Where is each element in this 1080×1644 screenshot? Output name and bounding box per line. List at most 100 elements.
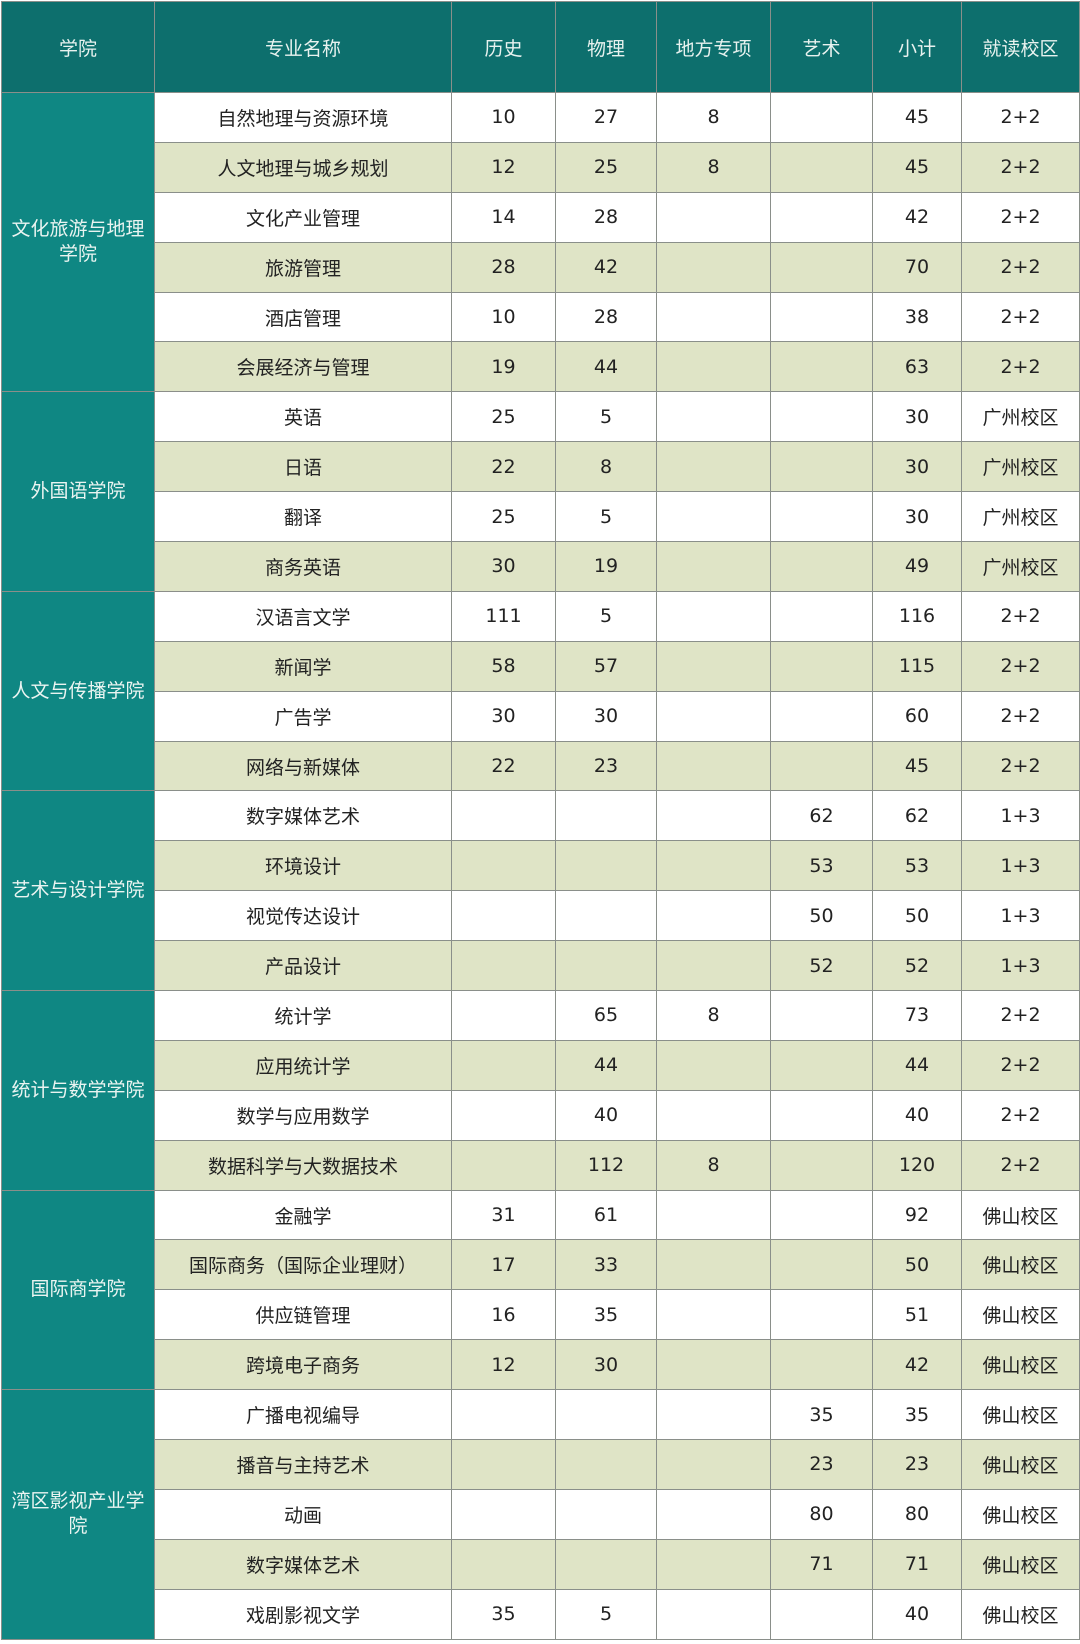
cell-major-name: 数字媒体艺术 <box>154 790 452 842</box>
cell-physics: 33 <box>555 1239 657 1291</box>
cell-major-name: 金融学 <box>154 1189 452 1241</box>
cell-art: 52 <box>770 940 873 992</box>
table-row: 文化旅游与地理学院 自然地理与资源环境 10 27 8 45 2+2 <box>1 91 1080 393</box>
cell-history: 28 <box>451 241 556 293</box>
cell-history <box>451 890 556 942</box>
table-row: 翻译 25 5 30 广州校区 <box>2 491 1080 543</box>
header-major: 专业名称 <box>154 1 452 93</box>
cell-subtotal: 60 <box>872 690 962 742</box>
cell-local-special <box>656 1289 771 1341</box>
cell-major-name: 会展经济与管理 <box>154 341 452 393</box>
table-row: 网络与新媒体 22 23 45 2+2 <box>2 740 1080 792</box>
cell-major-name: 供应链管理 <box>154 1289 452 1341</box>
cell-campus: 佛山校区 <box>961 1538 1080 1590</box>
cell-subtotal: 45 <box>872 740 962 792</box>
cell-subtotal: 23 <box>872 1439 962 1490</box>
header-art: 艺术 <box>770 1 873 93</box>
cell-history: 58 <box>451 640 556 692</box>
cell-subtotal: 38 <box>872 291 962 343</box>
table-row: 人文地理与城乡规划 12 25 8 45 2+2 <box>2 141 1080 193</box>
cell-campus: 2+2 <box>961 990 1080 1041</box>
cell-physics: 44 <box>555 341 657 393</box>
table-row: 国际商学院 金融学 31 61 92 佛山校区 <box>1 1189 1080 1391</box>
header-history: 历史 <box>451 1 556 93</box>
table-row: 播音与主持艺术 23 23 佛山校区 <box>2 1439 1080 1490</box>
cell-physics: 8 <box>555 441 657 493</box>
cell-physics: 61 <box>555 1189 657 1241</box>
table-row: 会展经济与管理 19 44 63 2+2 <box>2 341 1080 393</box>
cell-physics: 23 <box>555 740 657 792</box>
cell-subtotal: 73 <box>872 990 962 1041</box>
cell-major-name: 跨境电子商务 <box>154 1339 452 1391</box>
cell-major-name: 产品设计 <box>154 940 452 992</box>
table-row: 数据科学与大数据技术 112 8 120 2+2 <box>2 1139 1080 1191</box>
cell-subtotal: 42 <box>872 191 962 243</box>
cell-major-name: 旅游管理 <box>154 241 452 293</box>
cell-physics: 35 <box>555 1289 657 1341</box>
table-row: 跨境电子商务 12 30 42 佛山校区 <box>2 1339 1080 1391</box>
cell-art <box>770 92 873 143</box>
table-row: 湾区影视产业学院 广播电视编导 35 35 佛山校区 <box>1 1389 1080 1640</box>
cell-art <box>770 740 873 792</box>
header-campus: 就读校区 <box>961 1 1080 93</box>
cell-physics: 5 <box>555 491 657 543</box>
cell-physics <box>555 890 657 942</box>
cell-art <box>770 690 873 742</box>
cell-campus: 2+2 <box>961 92 1080 143</box>
cell-physics: 28 <box>555 191 657 243</box>
college-name: 外国语学院 <box>1 391 155 592</box>
cell-local-special <box>656 1538 771 1590</box>
cell-physics <box>555 840 657 892</box>
cell-campus: 佛山校区 <box>961 1389 1080 1441</box>
college-name: 艺术与设计学院 <box>1 790 155 992</box>
cell-campus: 2+2 <box>961 640 1080 692</box>
cell-major-name: 广告学 <box>154 690 452 742</box>
cell-physics: 5 <box>555 590 657 642</box>
cell-local-special: 8 <box>656 990 771 1041</box>
table-row: 新闻学 58 57 115 2+2 <box>2 640 1080 692</box>
cell-subtotal: 71 <box>872 1538 962 1590</box>
cell-local-special <box>656 1239 771 1291</box>
header-row: 学院 专业名称 历史 物理 地方专项 艺术 小计 就读校区 <box>1 1 1080 93</box>
cell-art: 71 <box>770 1538 873 1590</box>
cell-history <box>451 840 556 892</box>
cell-history: 12 <box>451 1339 556 1391</box>
cell-history <box>451 1439 556 1490</box>
cell-physics: 27 <box>555 92 657 143</box>
cell-major-name: 应用统计学 <box>154 1039 452 1091</box>
cell-history: 22 <box>451 740 556 792</box>
cell-art <box>770 1289 873 1341</box>
cell-history <box>451 1039 556 1091</box>
cell-physics: 40 <box>555 1089 657 1141</box>
table-row: 戏剧影视文学 35 5 40 佛山校区 <box>2 1588 1080 1640</box>
cell-subtotal: 53 <box>872 840 962 892</box>
cell-local-special: 8 <box>656 92 771 143</box>
cell-major-name: 英语 <box>154 391 452 443</box>
cell-subtotal: 120 <box>872 1139 962 1191</box>
cell-physics <box>555 790 657 842</box>
cell-subtotal: 35 <box>872 1389 962 1441</box>
cell-art <box>770 241 873 293</box>
cell-local-special <box>656 441 771 493</box>
cell-campus: 2+2 <box>961 191 1080 243</box>
cell-campus: 佛山校区 <box>961 1439 1080 1490</box>
cell-art <box>770 291 873 343</box>
cell-campus: 2+2 <box>961 1039 1080 1091</box>
cell-physics <box>555 940 657 992</box>
table-row: 酒店管理 10 28 38 2+2 <box>2 291 1080 343</box>
cell-art <box>770 590 873 642</box>
cell-physics <box>555 1389 657 1441</box>
cell-physics: 19 <box>555 541 657 592</box>
cell-subtotal: 80 <box>872 1488 962 1540</box>
cell-campus: 1+3 <box>961 790 1080 842</box>
cell-local-special <box>656 1089 771 1141</box>
cell-physics <box>555 1439 657 1490</box>
cell-subtotal: 30 <box>872 491 962 543</box>
cell-subtotal: 45 <box>872 92 962 143</box>
cell-art <box>770 191 873 243</box>
table-row: 供应链管理 16 35 51 佛山校区 <box>2 1289 1080 1341</box>
cell-local-special: 8 <box>656 1139 771 1191</box>
cell-major-name: 新闻学 <box>154 640 452 692</box>
college-name: 湾区影视产业学院 <box>1 1389 155 1640</box>
cell-local-special <box>656 1588 771 1640</box>
